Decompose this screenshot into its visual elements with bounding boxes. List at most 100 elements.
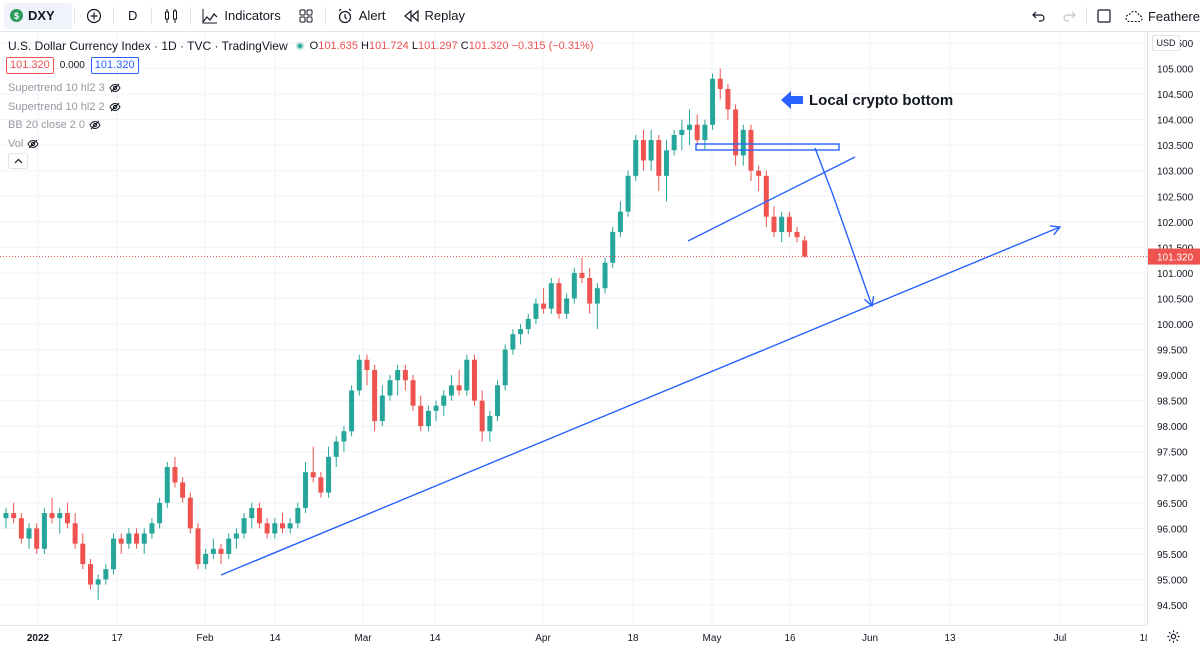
candle bbox=[541, 288, 547, 314]
candle-body bbox=[779, 216, 785, 233]
candle bbox=[786, 211, 792, 238]
candle-body bbox=[341, 431, 347, 442]
candle bbox=[326, 446, 332, 498]
time-tick-label: Apr bbox=[535, 633, 551, 644]
buy-price-box[interactable]: 101.320 bbox=[90, 57, 139, 74]
candle bbox=[725, 83, 731, 120]
time-tick-label: 14 bbox=[429, 633, 441, 644]
candle-body bbox=[303, 472, 309, 508]
candle bbox=[464, 354, 470, 396]
candle bbox=[256, 502, 262, 529]
resistance-rectangle bbox=[695, 143, 840, 151]
toolbar-right: Feathere bbox=[1024, 0, 1200, 32]
candle-body bbox=[633, 140, 639, 176]
candle bbox=[26, 523, 32, 549]
time-axis[interactable]: 2022 17 Feb 14 Mar 14 Apr 18 May 16 Jun 13 Jul 18 bbox=[0, 625, 1151, 651]
eye-hidden-icon[interactable] bbox=[27, 138, 39, 150]
indicators-button[interactable]: Indicators bbox=[193, 0, 288, 32]
candle-body bbox=[157, 502, 163, 524]
candle-body bbox=[34, 528, 40, 549]
eye-hidden-icon[interactable] bbox=[109, 101, 121, 113]
candle-body bbox=[579, 272, 585, 279]
candle-body bbox=[49, 513, 55, 519]
candle bbox=[456, 369, 462, 396]
market-status-icon bbox=[295, 42, 304, 50]
candle-body bbox=[126, 533, 132, 544]
alert-button[interactable]: Alert bbox=[328, 0, 394, 32]
candle-body bbox=[64, 513, 70, 524]
replay-button[interactable]: Replay bbox=[394, 0, 473, 32]
fullscreen-button[interactable] bbox=[1089, 0, 1119, 32]
candle-body bbox=[510, 334, 516, 350]
candle bbox=[671, 129, 677, 156]
candle-body bbox=[272, 523, 278, 534]
replay-icon bbox=[402, 7, 420, 25]
symbol-search-button[interactable]: $ DXY bbox=[4, 2, 72, 29]
candle-body bbox=[433, 405, 439, 411]
candle-body bbox=[648, 140, 654, 161]
chart-type-button[interactable] bbox=[154, 0, 188, 32]
candle bbox=[594, 283, 600, 330]
undo-button[interactable] bbox=[1024, 0, 1054, 32]
candle bbox=[272, 518, 278, 539]
candle bbox=[226, 533, 232, 560]
symbol-label: DXY bbox=[28, 8, 55, 23]
indicator-item[interactable]: Supertrend 10 hl2 2 bbox=[8, 98, 121, 117]
candle-body bbox=[3, 513, 9, 519]
candle-body bbox=[733, 109, 739, 156]
candle-body bbox=[802, 240, 808, 257]
candle bbox=[356, 354, 362, 396]
indicator-item[interactable]: BB 20 close 2 0 bbox=[8, 116, 121, 135]
candle bbox=[779, 211, 785, 243]
candle bbox=[518, 324, 524, 345]
currency-button[interactable]: USD bbox=[1152, 35, 1180, 51]
candle-body bbox=[333, 441, 339, 457]
annotation-text[interactable]: Local crypto bottom bbox=[809, 92, 954, 109]
candle bbox=[157, 497, 163, 529]
price-tick-label: 99.000 bbox=[1157, 371, 1188, 382]
chart-legend: U.S. Dollar Currency Index · 1D · TVC · … bbox=[8, 38, 594, 54]
time-axis-labels: 2022 17 Feb 14 Mar 14 Apr 18 May 16 Jun 13 Jul 18 bbox=[27, 633, 1151, 644]
candle-body bbox=[402, 369, 408, 381]
add-symbol-button[interactable] bbox=[77, 0, 111, 32]
eye-hidden-icon[interactable] bbox=[109, 82, 121, 94]
toolbar-divider bbox=[113, 6, 114, 25]
eye-hidden-icon[interactable] bbox=[89, 119, 101, 131]
time-tick-label: Mar bbox=[354, 633, 372, 644]
candle bbox=[763, 170, 769, 227]
candle bbox=[187, 492, 193, 534]
price-tick-label: 97.000 bbox=[1157, 473, 1188, 484]
indicator-item[interactable]: Supertrend 10 hl2 3 bbox=[8, 79, 121, 98]
price-axis[interactable]: 105.500105.000104.500104.000103.500103.0… bbox=[1147, 32, 1200, 625]
last-price-label: 101.320 bbox=[1157, 253, 1194, 264]
time-tick-label: 18 bbox=[627, 633, 639, 644]
price-chart[interactable] bbox=[0, 32, 1147, 625]
redo-button[interactable] bbox=[1054, 0, 1084, 32]
drawings-layer bbox=[220, 91, 1062, 576]
candle-body bbox=[502, 349, 508, 386]
indicator-item[interactable]: Vol bbox=[8, 135, 121, 154]
save-layout-button[interactable]: Feathere bbox=[1119, 0, 1200, 32]
candle-body bbox=[279, 523, 285, 529]
candle-body bbox=[717, 78, 723, 89]
candle-body bbox=[525, 318, 531, 330]
candle bbox=[134, 528, 140, 549]
collapse-legend-button[interactable] bbox=[8, 153, 28, 169]
sell-price-box[interactable]: 101.320 bbox=[6, 57, 54, 74]
candle bbox=[479, 390, 485, 442]
candle bbox=[663, 140, 669, 202]
candle bbox=[610, 226, 616, 268]
interval-button[interactable]: D bbox=[116, 0, 149, 32]
candle-body bbox=[702, 124, 708, 141]
candle bbox=[341, 426, 347, 452]
candle bbox=[364, 354, 370, 386]
gear-icon bbox=[1166, 629, 1181, 648]
candle-body bbox=[187, 497, 193, 529]
candle-body bbox=[617, 211, 623, 233]
candle-body bbox=[226, 538, 232, 554]
layouts-button[interactable] bbox=[289, 0, 323, 32]
candle-body bbox=[448, 385, 454, 396]
chart-settings-button[interactable] bbox=[1163, 628, 1183, 648]
candle bbox=[287, 518, 293, 534]
candle bbox=[249, 502, 255, 529]
